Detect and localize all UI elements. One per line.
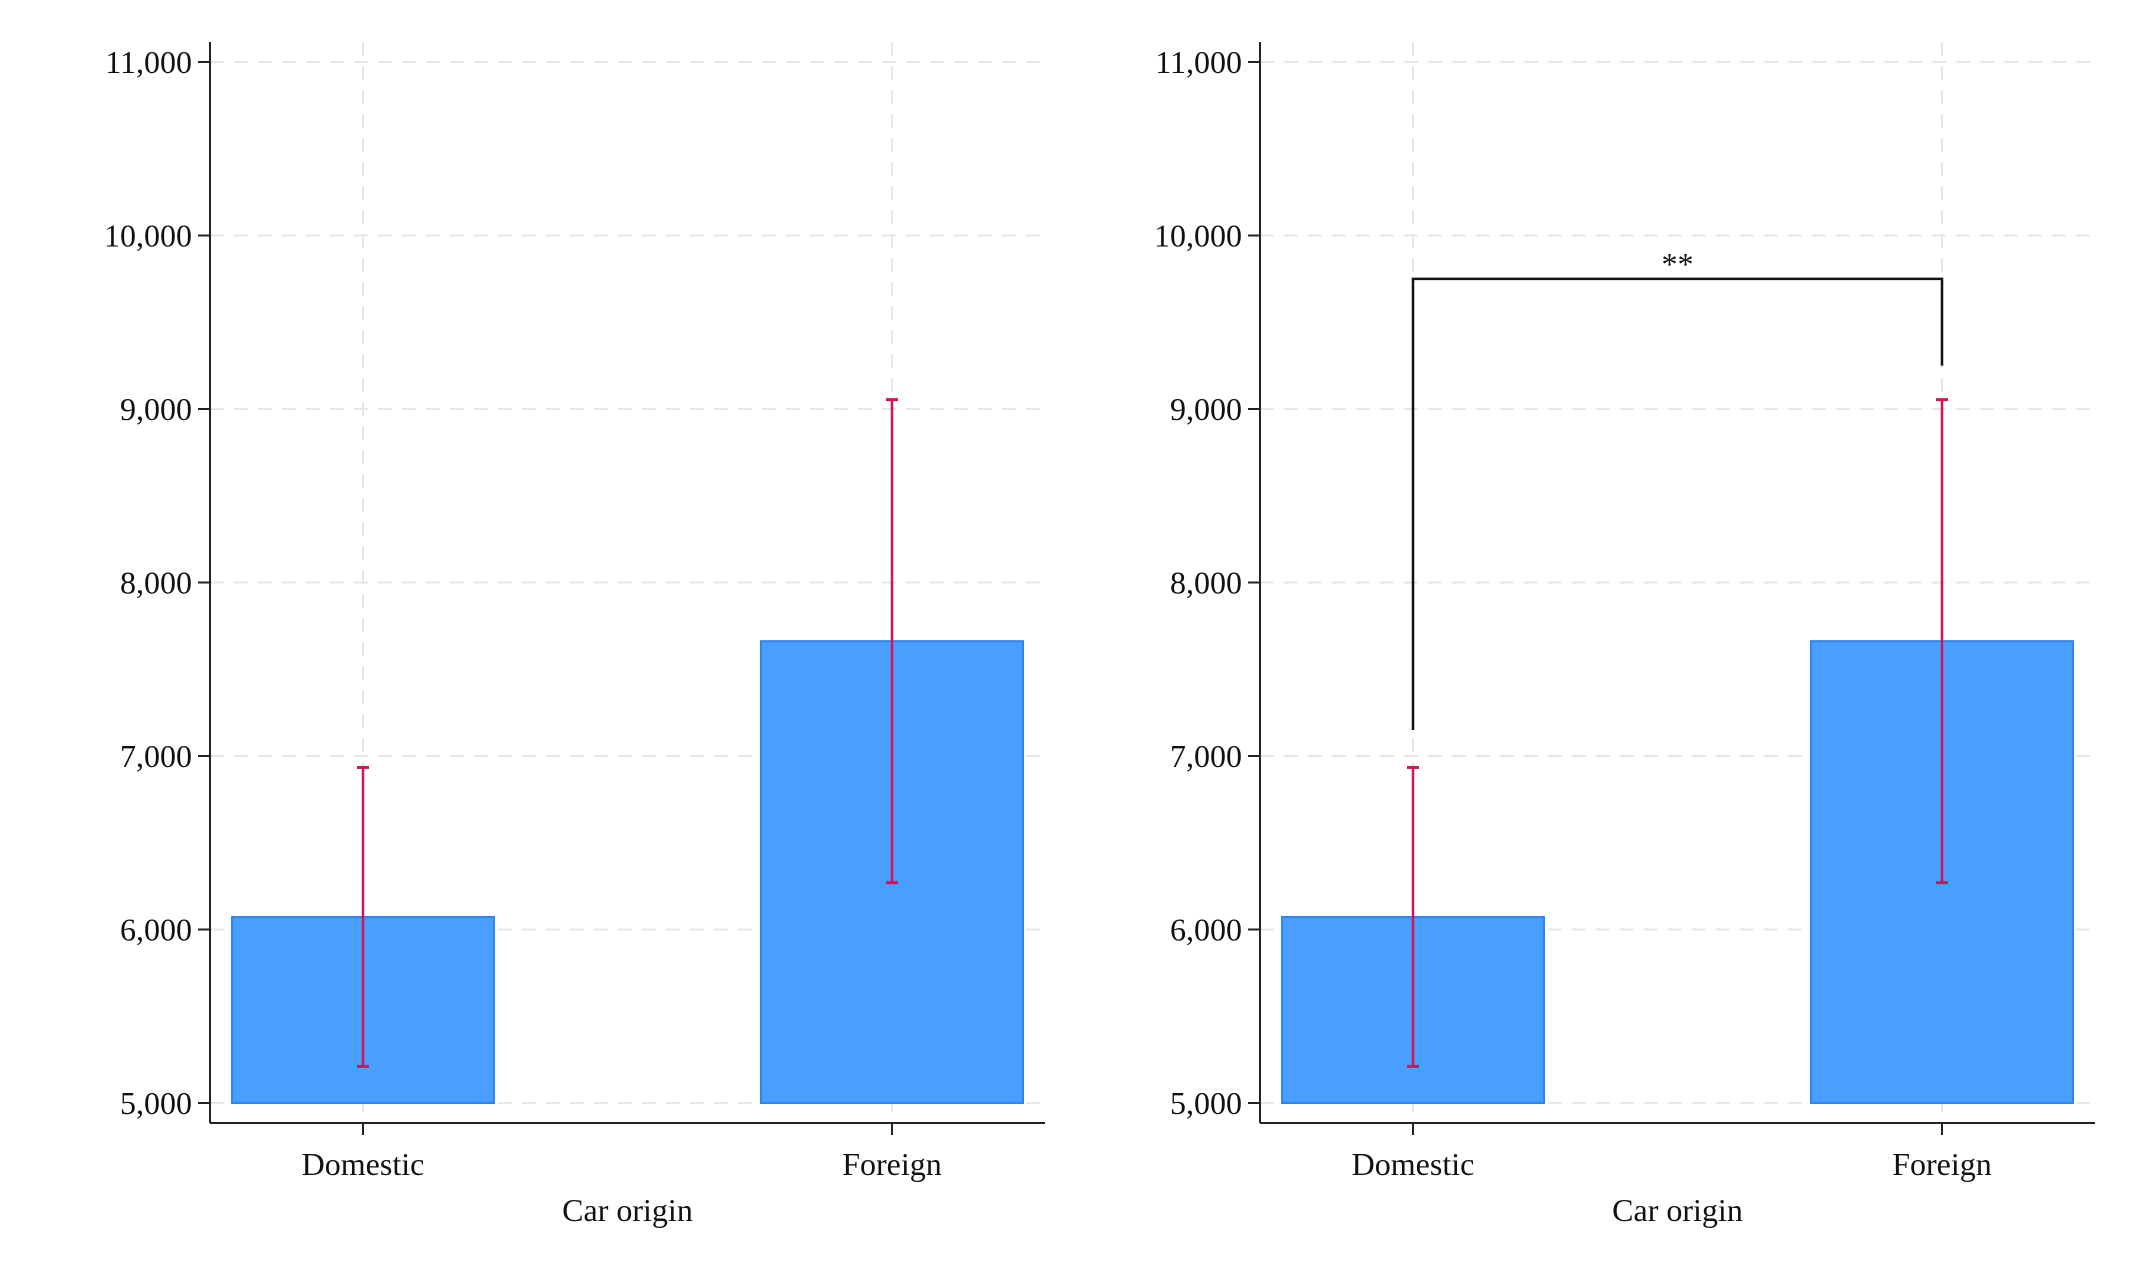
- y-tick-label: 11,000: [105, 44, 192, 80]
- x-axis-title: Car origin: [1612, 1192, 1743, 1228]
- x-tick-label-domestic: Domestic: [302, 1146, 425, 1182]
- significance-label: **: [1662, 246, 1694, 282]
- left-chart-panel: 5,000 6,000 7,000 8,000 9,000 10,000 11,000 Dom…: [104, 42, 1045, 1228]
- y-tick-label: 6,000: [120, 912, 192, 948]
- y-tick-label: 10,000: [1154, 218, 1242, 254]
- y-tick-label: 8,000: [120, 565, 192, 601]
- significance-bracket: [1411, 277, 1944, 730]
- y-tick-label: 5,000: [1170, 1085, 1242, 1121]
- y-tick-label: 5,000: [120, 1085, 192, 1121]
- y-tick-label: 9,000: [1170, 391, 1242, 427]
- x-tick-label-foreign: Foreign: [1892, 1146, 1992, 1182]
- y-tick-label: 8,000: [1170, 565, 1242, 601]
- y-tick-label: 7,000: [1170, 738, 1242, 774]
- y-tick-label: 9,000: [120, 391, 192, 427]
- y-tick-label: 7,000: [120, 738, 192, 774]
- right-chart-panel: 5,000 6,000 7,000 8,000 9,000 10,000 11,000 Dom…: [1154, 42, 2095, 1228]
- y-tick-label: 11,000: [1155, 44, 1242, 80]
- x-axis-title: Car origin: [562, 1192, 693, 1228]
- x-tick-label-domestic: Domestic: [1352, 1146, 1475, 1182]
- y-tick-label: 6,000: [1170, 912, 1242, 948]
- y-tick-label: 10,000: [104, 218, 192, 254]
- x-tick-label-foreign: Foreign: [842, 1146, 942, 1182]
